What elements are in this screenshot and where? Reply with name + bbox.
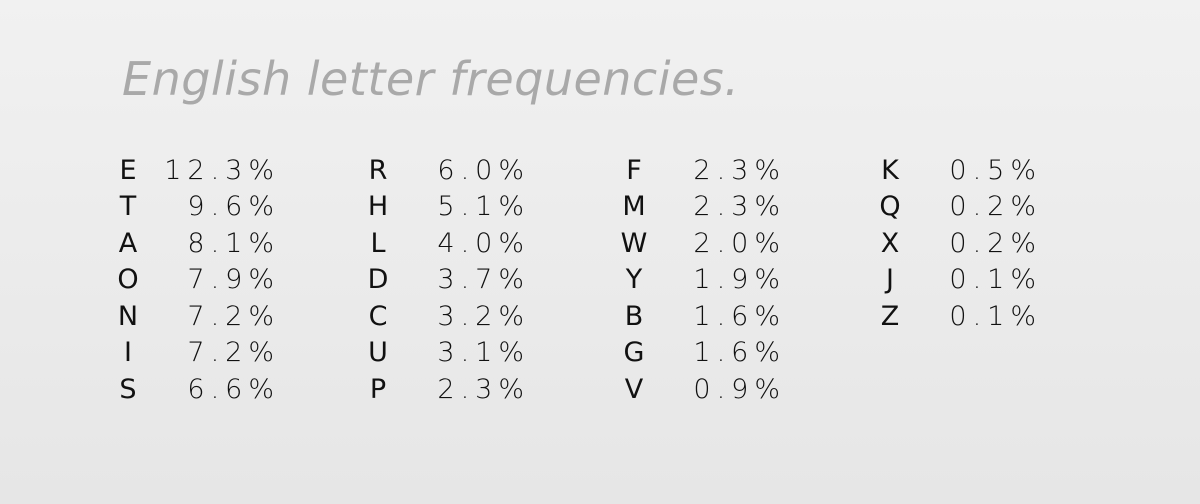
letter-label: R	[368, 154, 388, 186]
letter-label: O	[117, 264, 139, 296]
page-title: English letter frequencies.	[122, 52, 740, 106]
frequency-row: A 8.1%	[100, 225, 280, 262]
frequency-value: 0.5%	[949, 154, 1042, 186]
frequency-row: Y 1.9%	[606, 262, 786, 299]
letter-label: G	[623, 337, 645, 369]
letter-label: X	[880, 227, 900, 259]
frequency-value: 1.6%	[693, 337, 786, 369]
frequency-value: 3.2%	[437, 300, 530, 332]
frequency-row: Q 0.2%	[862, 189, 1042, 226]
letter-label: J	[886, 264, 894, 296]
letter-label: L	[370, 227, 386, 259]
frequency-table: E 12.3% T 9.6% A 8.1% O 7.9% N 7.2% I 7.2% S 6.6% R 6.…	[0, 152, 1200, 412]
frequency-column-3: F 2.3% M 2.3% W 2.0% Y 1.9% B 1.6% G 1.6% V 0.9%	[606, 152, 786, 408]
frequency-value: 1.9%	[693, 264, 786, 296]
frequency-row: B 1.6%	[606, 298, 786, 335]
frequency-value: 2.0%	[693, 227, 786, 259]
letter-label: P	[369, 373, 387, 405]
frequency-row: R 6.0%	[350, 152, 530, 189]
frequency-column-1: E 12.3% T 9.6% A 8.1% O 7.9% N 7.2% I 7.2% S 6.6%	[100, 152, 280, 408]
frequency-value: 0.9%	[693, 373, 786, 405]
letter-label: Y	[625, 264, 643, 296]
frequency-value: 9.6%	[187, 191, 280, 223]
frequency-value: 2.3%	[693, 154, 786, 186]
frequency-value: 6.6%	[187, 373, 280, 405]
frequency-row: S 6.6%	[100, 371, 280, 408]
frequency-row: K 0.5%	[862, 152, 1042, 189]
frequency-value: 3.7%	[437, 264, 530, 296]
letter-label: T	[119, 191, 137, 223]
frequency-row: X 0.2%	[862, 225, 1042, 262]
letter-label: S	[119, 373, 137, 405]
frequency-value: 8.1%	[187, 227, 280, 259]
frequency-value: 0.1%	[949, 264, 1042, 296]
letter-label: H	[367, 191, 389, 223]
frequency-value: 7.9%	[187, 264, 280, 296]
letter-label: F	[626, 154, 642, 186]
frequency-row: E 12.3%	[100, 152, 280, 189]
frequency-row: W 2.0%	[606, 225, 786, 262]
letter-label: Q	[879, 191, 901, 223]
frequency-row: T 9.6%	[100, 189, 280, 226]
frequency-row: D 3.7%	[350, 262, 530, 299]
frequency-column-2: R 6.0% H 5.1% L 4.0% D 3.7% C 3.2% U 3.1% P 2.3%	[350, 152, 530, 408]
frequency-row: H 5.1%	[350, 189, 530, 226]
frequency-row: N 7.2%	[100, 298, 280, 335]
frequency-value: 1.6%	[693, 300, 786, 332]
letter-label: M	[622, 191, 646, 223]
letter-label: Z	[880, 300, 900, 332]
frequency-row: U 3.1%	[350, 335, 530, 372]
frequency-value: 0.2%	[949, 227, 1042, 259]
frequency-value: 12.3%	[164, 154, 280, 186]
frequency-row: L 4.0%	[350, 225, 530, 262]
frequency-row: O 7.9%	[100, 262, 280, 299]
frequency-value: 7.2%	[187, 337, 280, 369]
frequency-row: P 2.3%	[350, 371, 530, 408]
frequency-row: I 7.2%	[100, 335, 280, 372]
letter-label: V	[624, 373, 644, 405]
frequency-value: 0.2%	[949, 191, 1042, 223]
frequency-value: 3.1%	[437, 337, 530, 369]
frequency-row: G 1.6%	[606, 335, 786, 372]
frequency-value: 2.3%	[437, 373, 530, 405]
letter-label: K	[881, 154, 899, 186]
frequency-value: 4.0%	[437, 227, 530, 259]
frequency-value: 7.2%	[187, 300, 280, 332]
frequency-row: Z 0.1%	[862, 298, 1042, 335]
frequency-row: J 0.1%	[862, 262, 1042, 299]
frequency-value: 2.3%	[693, 191, 786, 223]
frequency-row: M 2.3%	[606, 189, 786, 226]
frequency-value: 6.0%	[437, 154, 530, 186]
frequency-column-4: K 0.5% Q 0.2% X 0.2% J 0.1% Z 0.1%	[862, 152, 1042, 335]
letter-label: C	[368, 300, 388, 332]
letter-label: N	[117, 300, 139, 332]
frequency-row: V 0.9%	[606, 371, 786, 408]
letter-label: U	[368, 337, 388, 369]
frequency-row: C 3.2%	[350, 298, 530, 335]
letter-label: I	[124, 337, 132, 369]
letter-label: E	[119, 154, 137, 186]
letter-label: W	[620, 227, 648, 259]
letter-label: A	[118, 227, 138, 259]
frequency-value: 0.1%	[949, 300, 1042, 332]
frequency-row: F 2.3%	[606, 152, 786, 189]
letter-label: D	[367, 264, 389, 296]
frequency-value: 5.1%	[437, 191, 530, 223]
letter-label: B	[624, 300, 644, 332]
